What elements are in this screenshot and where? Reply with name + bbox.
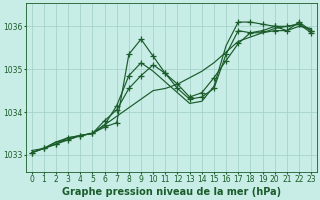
X-axis label: Graphe pression niveau de la mer (hPa): Graphe pression niveau de la mer (hPa) xyxy=(62,187,281,197)
